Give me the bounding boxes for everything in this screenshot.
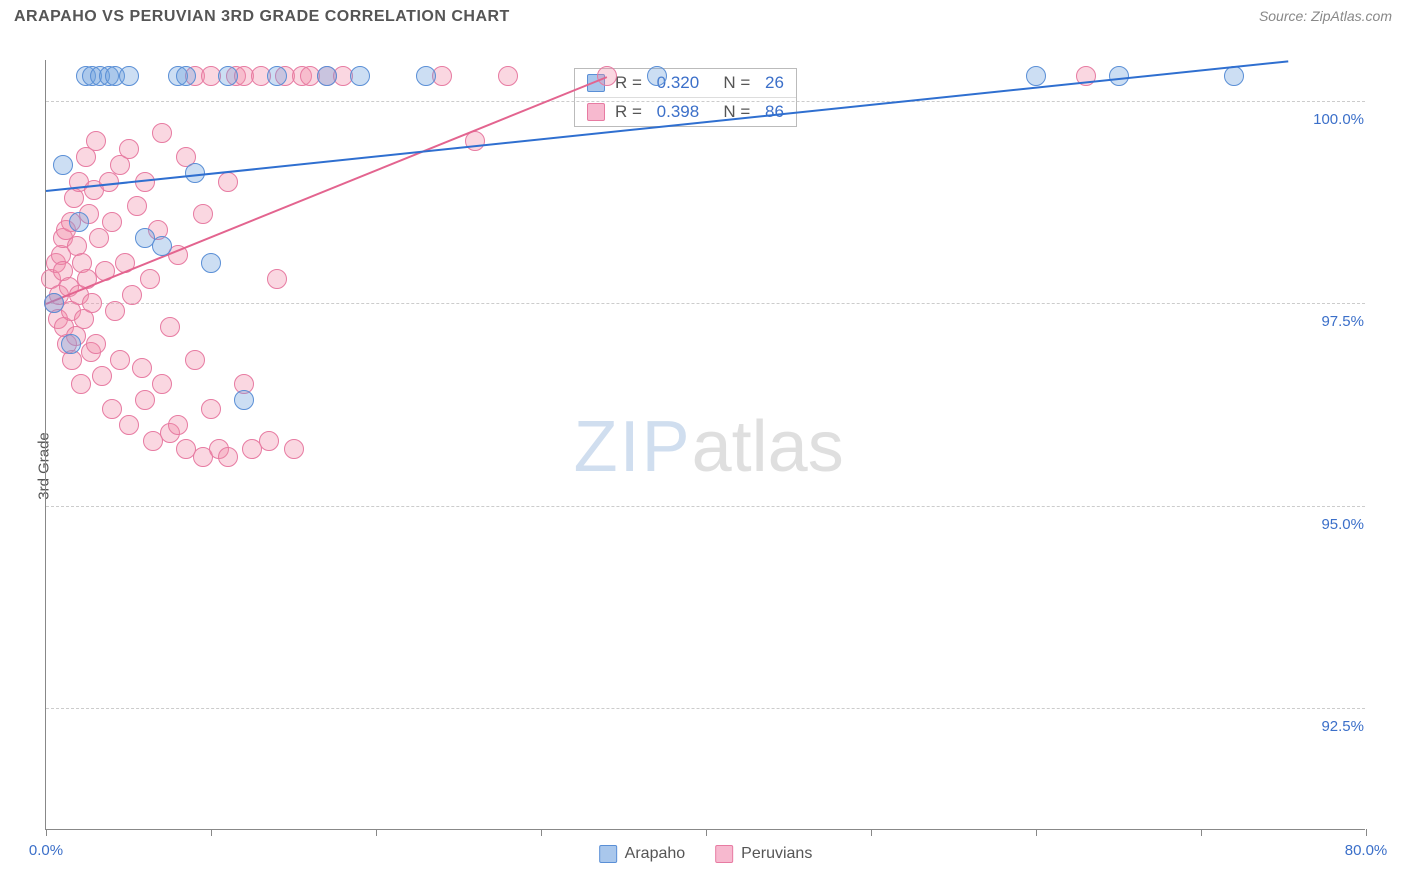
legend-item-arapaho: Arapaho bbox=[599, 845, 686, 863]
n-label: N = bbox=[709, 73, 755, 93]
arapaho-marker bbox=[218, 66, 238, 86]
gridline bbox=[46, 708, 1365, 709]
peruvians-swatch-icon bbox=[587, 103, 605, 121]
peruvians-marker bbox=[498, 66, 518, 86]
x-tick bbox=[211, 829, 212, 836]
source-label: Source: ZipAtlas.com bbox=[1259, 8, 1392, 24]
arapaho-marker bbox=[61, 334, 81, 354]
r-label: R = bbox=[615, 102, 647, 122]
y-tick-label: 92.5% bbox=[1318, 718, 1367, 735]
arapaho-legend-label: Arapaho bbox=[625, 845, 686, 863]
y-tick-label: 97.5% bbox=[1318, 313, 1367, 330]
peruvians-marker bbox=[185, 350, 205, 370]
peruvians-marker bbox=[127, 196, 147, 216]
peruvians-marker bbox=[122, 285, 142, 305]
peruvians-marker bbox=[140, 269, 160, 289]
y-tick-label: 100.0% bbox=[1310, 111, 1367, 128]
peruvians-legend-label: Peruvians bbox=[741, 845, 812, 863]
peruvians-marker bbox=[119, 415, 139, 435]
peruvians-marker bbox=[105, 301, 125, 321]
arapaho-marker bbox=[1026, 66, 1046, 86]
peruvians-marker bbox=[259, 431, 279, 451]
peruvians-marker bbox=[132, 358, 152, 378]
arapaho-marker bbox=[350, 66, 370, 86]
arapaho-marker bbox=[267, 66, 287, 86]
arapaho-marker bbox=[69, 212, 89, 232]
chart-title: ARAPAHO VS PERUVIAN 3RD GRADE CORRELATIO… bbox=[14, 8, 510, 26]
peruvians-marker bbox=[218, 172, 238, 192]
gridline bbox=[46, 303, 1365, 304]
chart-container: 3rd Grade ZIPatlas R = 0.320 N = 26 R = … bbox=[0, 40, 1406, 892]
gridline bbox=[46, 506, 1365, 507]
peruvians-marker bbox=[102, 399, 122, 419]
stats-row-peruvians: R = 0.398 N = 86 bbox=[575, 98, 796, 126]
peruvians-marker bbox=[89, 228, 109, 248]
x-tick bbox=[1036, 829, 1037, 836]
x-tick bbox=[871, 829, 872, 836]
peruvians-marker bbox=[86, 334, 106, 354]
peruvians-marker bbox=[218, 447, 238, 467]
x-tick bbox=[1366, 829, 1367, 836]
gridline bbox=[46, 101, 1365, 102]
arapaho-marker bbox=[1109, 66, 1129, 86]
x-tick bbox=[1201, 829, 1202, 836]
peruvians-marker bbox=[92, 366, 112, 386]
arapaho-marker bbox=[1224, 66, 1244, 86]
watermark-atlas: atlas bbox=[692, 407, 844, 487]
peruvians-marker bbox=[135, 390, 155, 410]
arapaho-marker bbox=[416, 66, 436, 86]
watermark-zip: ZIP bbox=[574, 407, 692, 487]
arapaho-marker bbox=[53, 155, 73, 175]
peruvians-marker bbox=[160, 317, 180, 337]
peruvians-marker bbox=[119, 139, 139, 159]
x-tick-label: 80.0% bbox=[1345, 842, 1388, 859]
scatter-plot: ZIPatlas R = 0.320 N = 26 R = 0.398 N = … bbox=[45, 60, 1365, 830]
peruvians-trend-line bbox=[46, 76, 608, 305]
peruvians-marker bbox=[102, 212, 122, 232]
x-tick-label: 0.0% bbox=[29, 842, 63, 859]
arapaho-marker bbox=[176, 66, 196, 86]
legend-item-peruvians: Peruvians bbox=[715, 845, 812, 863]
peruvians-marker bbox=[284, 439, 304, 459]
arapaho-marker bbox=[119, 66, 139, 86]
peruvians-marker bbox=[201, 399, 221, 419]
arapaho-marker bbox=[234, 390, 254, 410]
x-tick bbox=[541, 829, 542, 836]
watermark: ZIPatlas bbox=[574, 406, 844, 488]
peruvians-marker bbox=[168, 415, 188, 435]
x-tick bbox=[46, 829, 47, 836]
x-tick bbox=[376, 829, 377, 836]
peruvians-n-value: 86 bbox=[765, 102, 784, 122]
peruvians-marker bbox=[71, 374, 91, 394]
arapaho-marker bbox=[44, 293, 64, 313]
peruvians-marker bbox=[152, 123, 172, 143]
arapaho-marker bbox=[201, 253, 221, 273]
y-tick-label: 95.0% bbox=[1318, 516, 1367, 533]
peruvians-marker bbox=[193, 204, 213, 224]
peruvians-marker bbox=[86, 131, 106, 151]
r-label: R = bbox=[615, 73, 647, 93]
arapaho-legend-swatch-icon bbox=[599, 845, 617, 863]
peruvians-marker bbox=[110, 350, 130, 370]
arapaho-marker bbox=[152, 236, 172, 256]
peruvians-marker bbox=[267, 269, 287, 289]
peruvians-marker bbox=[152, 374, 172, 394]
x-tick bbox=[706, 829, 707, 836]
peruvians-legend-swatch-icon bbox=[715, 845, 733, 863]
peruvians-r-value: 0.398 bbox=[657, 102, 700, 122]
arapaho-marker bbox=[647, 66, 667, 86]
arapaho-n-value: 26 bbox=[765, 73, 784, 93]
arapaho-marker bbox=[317, 66, 337, 86]
peruvians-marker bbox=[82, 293, 102, 313]
legend: Arapaho Peruvians bbox=[599, 845, 813, 863]
